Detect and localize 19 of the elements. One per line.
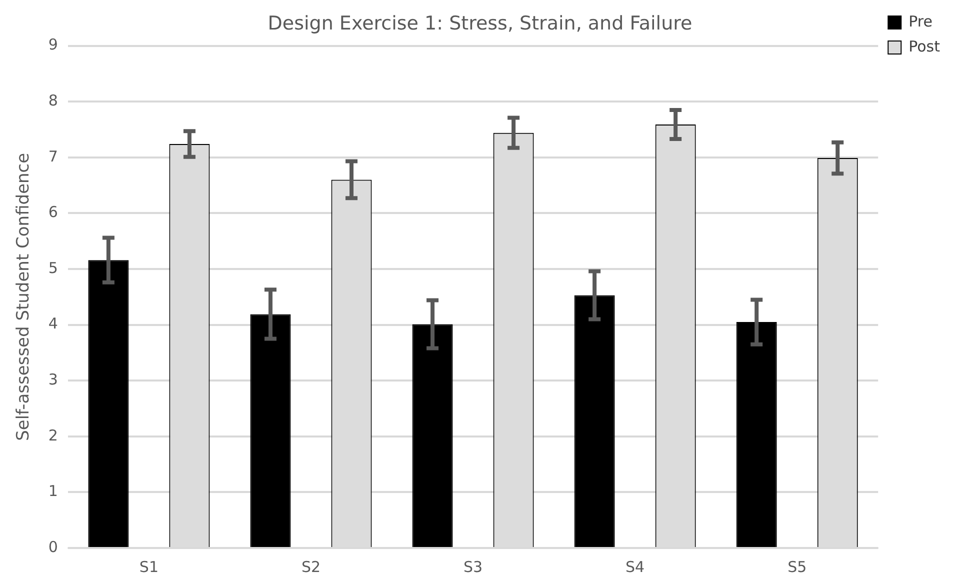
chart-title: Design Exercise 1: Stress, Strain, and Failure [268,12,692,34]
x-tick-label: S3 [463,558,483,576]
y-tick-label: 2 [48,426,58,444]
y-tick-label: 7 [48,147,58,166]
y-axis-title: Self-assessed Student Confidence [14,152,34,441]
y-tick-label: 5 [48,258,58,277]
x-tick-label: S2 [301,558,321,576]
y-tick-label: 3 [48,370,58,388]
x-tick-label: S4 [626,558,645,576]
x-tick-label: S5 [788,558,807,576]
y-tick-label: 8 [48,91,58,110]
y-tick-label: 4 [48,314,58,333]
y-tick-label: 6 [48,203,58,222]
y-tick-label: 0 [48,538,58,556]
legend-label: Pre [908,12,932,30]
x-tick-label: S1 [139,558,158,576]
y-tick-label: 9 [48,36,58,54]
legend-label: Post [908,37,940,56]
y-tick-label: 1 [48,482,58,500]
